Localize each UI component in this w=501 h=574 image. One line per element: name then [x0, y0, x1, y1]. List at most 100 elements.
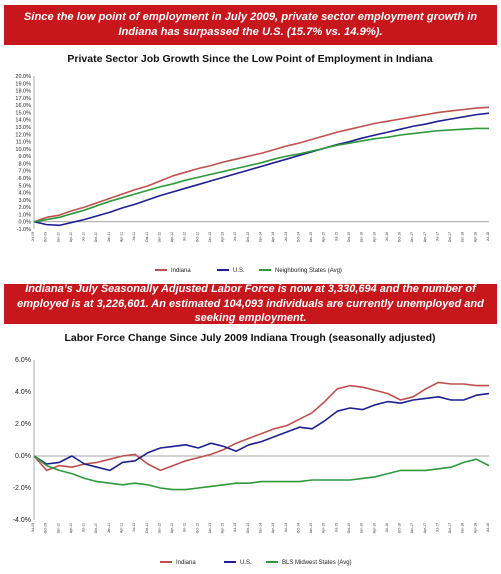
y-tick-label: -1.0%	[17, 227, 31, 233]
x-tick-label: Jul-18	[486, 523, 490, 532]
x-tick-label: Oct-10	[94, 523, 98, 533]
series-line-u-s	[33, 392, 490, 472]
x-tick-label: Apr-16	[372, 523, 376, 533]
x-tick-label: Jan-14	[259, 523, 263, 533]
y-tick-label: 10.0%	[15, 147, 31, 153]
x-tick-label: Apr-13	[221, 232, 225, 242]
x-tick-label: Apr-12	[170, 232, 174, 242]
x-tick-label: Apr-18	[473, 523, 477, 533]
x-tick-label: Jul-11	[132, 232, 136, 241]
x-tick-label: Apr-11	[119, 523, 123, 533]
y-tick-label: 20.0%	[15, 74, 31, 80]
legend-label: U.S.	[233, 268, 245, 274]
private-sector-job-growth-chart: Private Sector Job Growth Since the Low …	[15, 53, 490, 274]
x-tick-label: Oct-15	[347, 523, 351, 533]
y-tick-label: 4.0%	[18, 191, 31, 197]
y-tick-label: -4.0%	[13, 517, 31, 524]
x-tick-label: Apr-13	[221, 523, 225, 533]
legend-label: Indiana	[176, 560, 196, 566]
x-tick-label: Jul-14	[284, 523, 288, 532]
x-tick-label: Jan-18	[461, 523, 465, 533]
chart2-title: Labor Force Change Since July 2009 India…	[64, 332, 435, 344]
chart1-title: Private Sector Job Growth Since the Low …	[67, 53, 432, 65]
y-tick-label: 16.0%	[15, 103, 31, 109]
y-tick-label: 5.0%	[18, 183, 31, 189]
x-tick-label: Oct-10	[94, 232, 98, 242]
x-tick-label: Jan-16	[360, 523, 364, 533]
x-tick-label: Jan-13	[208, 523, 212, 533]
y-tick-label: 13.0%	[15, 125, 31, 131]
x-tick-label: Jul-14	[284, 232, 288, 241]
x-tick-label: Jan-17	[410, 232, 414, 242]
x-tick-label: Jan-10	[56, 232, 60, 242]
x-tick-label: Oct-09	[44, 523, 48, 533]
x-tick-label: Jul-16	[385, 232, 389, 241]
series-line-indiana	[33, 106, 490, 223]
x-tick-label: Apr-18	[473, 232, 477, 242]
x-tick-label: Jul-10	[82, 232, 86, 241]
x-tick-label: Apr-15	[322, 232, 326, 242]
series-line-neighboring-states-avg	[33, 127, 489, 223]
x-tick-label: Apr-16	[372, 232, 376, 242]
legend-label: U.S.	[240, 560, 252, 566]
x-tick-label: Jul-11	[132, 523, 136, 532]
y-tick-label: 6.0%	[15, 357, 31, 364]
x-tick-label: Oct-13	[246, 232, 250, 242]
x-tick-label: Oct-17	[448, 232, 452, 242]
x-tick-label: Jan-12	[157, 523, 161, 533]
x-tick-label: Oct-14	[296, 523, 300, 533]
y-tick-label: 17.0%	[15, 96, 31, 102]
x-tick-label: Jan-11	[107, 523, 111, 533]
y-tick-label: -2.0%	[13, 485, 31, 492]
y-tick-label: 12.0%	[15, 132, 31, 138]
y-tick-label: 1.0%	[18, 212, 31, 218]
x-tick-label: Jan-17	[410, 523, 414, 533]
x-tick-label: Jul-12	[183, 232, 187, 241]
x-tick-label: Jan-13	[208, 232, 212, 242]
y-tick-label: 7.0%	[18, 169, 31, 175]
y-tick-label: 2.0%	[15, 421, 31, 428]
x-tick-label: Jan-10	[56, 523, 60, 533]
series-line-u-s	[33, 112, 490, 227]
x-tick-label: Jul-18	[486, 232, 490, 241]
x-tick-label: Jul-09	[31, 523, 35, 532]
y-tick-label: 8.0%	[18, 161, 31, 167]
x-tick-label: Apr-17	[423, 523, 427, 533]
x-tick-label: Apr-17	[423, 232, 427, 242]
x-tick-label: Oct-14	[296, 232, 300, 242]
y-tick-label: 9.0%	[18, 154, 31, 160]
x-tick-label: Jul-16	[385, 523, 389, 532]
x-tick-label: Apr-15	[322, 523, 326, 533]
y-tick-label: 0.0%	[18, 220, 31, 226]
x-tick-label: Oct-13	[246, 523, 250, 533]
legend-label: BLS Midwest States (Avg)	[282, 560, 352, 566]
y-tick-label: 2.0%	[18, 205, 31, 211]
y-tick-label: 15.0%	[15, 110, 31, 116]
legend-label: Indiana	[171, 268, 191, 274]
y-tick-label: 6.0%	[18, 176, 31, 182]
x-tick-label: Jul-15	[334, 523, 338, 532]
y-tick-label: 18.0%	[15, 89, 31, 95]
x-tick-label: Jan-15	[309, 232, 313, 242]
x-tick-label: Jul-17	[435, 232, 439, 241]
y-tick-label: 0.0%	[15, 453, 31, 460]
x-tick-label: Oct-16	[398, 523, 402, 533]
x-tick-label: Oct-16	[398, 232, 402, 242]
y-tick-label: 11.0%	[16, 140, 31, 146]
x-tick-label: Jan-18	[461, 232, 465, 242]
y-tick-label: 4.0%	[15, 389, 31, 396]
x-tick-label: Apr-11	[119, 232, 123, 242]
y-tick-label: 19.0%	[15, 81, 31, 87]
x-tick-label: Jul-09	[31, 232, 35, 241]
x-tick-label: Jan-12	[157, 232, 161, 242]
top-banner: Since the low point of employment in Jul…	[4, 5, 497, 45]
x-tick-label: Jul-13	[233, 523, 237, 532]
x-tick-label: Oct-11	[145, 232, 149, 242]
legend-label: Neighboring States (Avg)	[275, 268, 342, 274]
x-tick-label: Jul-13	[233, 232, 237, 241]
x-tick-label: Apr-12	[170, 523, 174, 533]
labor-force-change-chart: Labor Force Change Since July 2009 India…	[13, 332, 490, 566]
x-tick-label: Apr-14	[271, 523, 275, 533]
x-tick-label: Jan-11	[107, 232, 111, 242]
x-tick-label: Oct-15	[347, 232, 351, 242]
